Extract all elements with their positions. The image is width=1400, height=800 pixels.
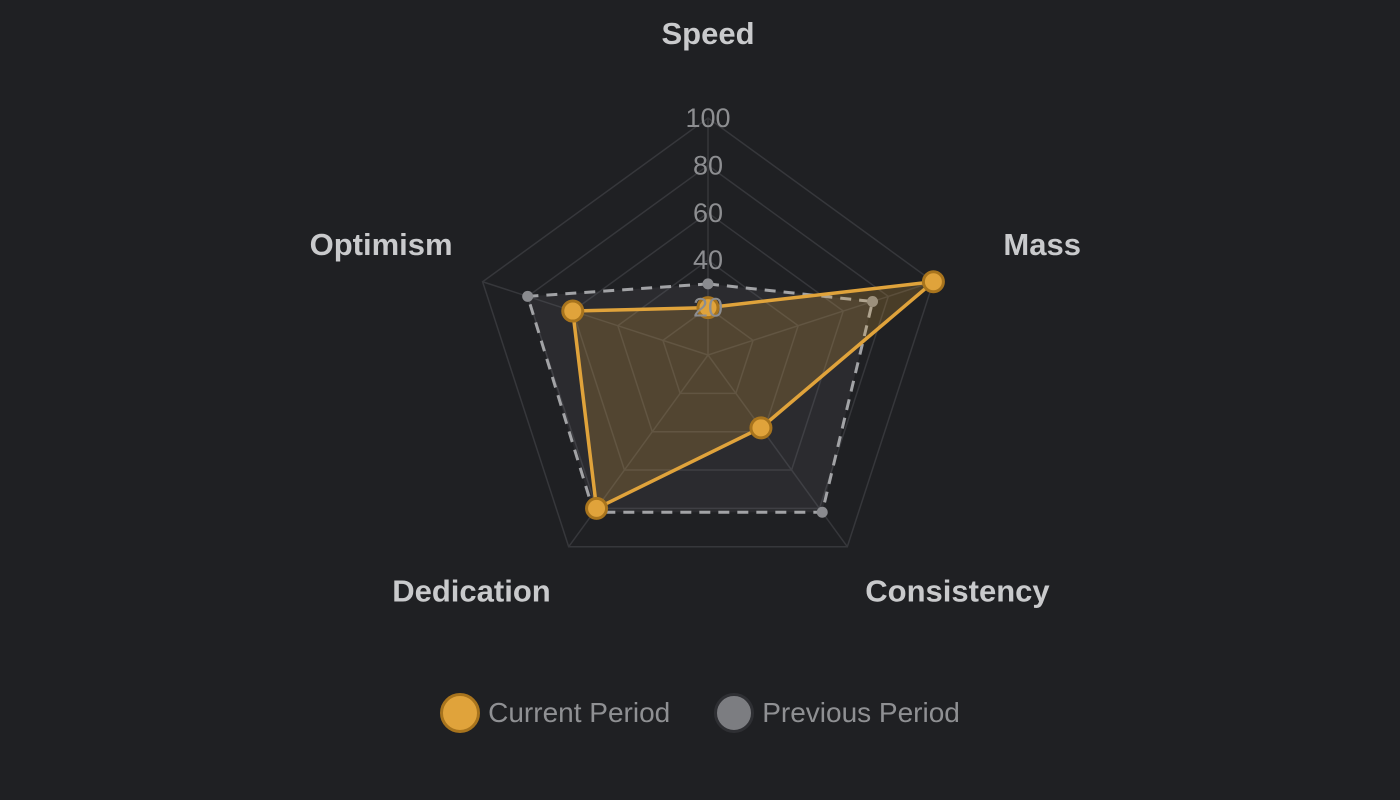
tick-label-40: 40 bbox=[693, 245, 723, 275]
current-point-dedication bbox=[585, 496, 609, 520]
grid-ring-20 bbox=[662, 306, 754, 395]
current-point-optimism bbox=[561, 299, 585, 323]
legend-item-current-period[interactable]: Current Period bbox=[440, 693, 670, 733]
previous-point-consistency bbox=[816, 506, 828, 518]
grid-spoke-optimism bbox=[482, 281, 709, 356]
legend-swatch-current-icon bbox=[440, 693, 481, 733]
previous-point-mass bbox=[867, 296, 879, 308]
grid-ring-80 bbox=[526, 164, 890, 510]
series-current-period bbox=[561, 270, 945, 520]
axis-label-optimism: Optimism bbox=[310, 227, 453, 262]
grid-ring-100 bbox=[481, 117, 935, 548]
tick-label-60: 60 bbox=[693, 198, 723, 228]
axis-label-dedication: Dedication bbox=[392, 574, 550, 609]
series-previous-period bbox=[522, 278, 879, 518]
previous-point-optimism bbox=[522, 290, 534, 302]
tick-label-20: 20 bbox=[693, 293, 723, 323]
grid-spoke-mass bbox=[707, 281, 934, 356]
legend-label-current-period: Current Period bbox=[488, 697, 671, 728]
legend-swatch-previous-icon bbox=[714, 693, 755, 733]
axis-label-consistency: Consistency bbox=[865, 574, 1050, 609]
current-point-speed bbox=[696, 296, 720, 320]
radial-tick-labels: 20 40 60 80 100 bbox=[685, 103, 730, 323]
tick-label-80: 80 bbox=[693, 150, 723, 180]
current-point-consistency bbox=[749, 416, 773, 440]
current-period-area bbox=[571, 280, 936, 511]
previous-point-speed bbox=[702, 278, 714, 290]
grid-ring-40 bbox=[616, 259, 800, 433]
axis-label-speed: Speed bbox=[661, 16, 754, 51]
legend-item-previous-period[interactable]: Previous Period bbox=[714, 693, 960, 733]
tick-label-100: 100 bbox=[685, 103, 730, 133]
legend-label-previous-period: Previous Period bbox=[762, 697, 960, 728]
previous-period-area bbox=[525, 282, 875, 514]
legend: Current Period Previous Period bbox=[0, 688, 1400, 738]
current-point-mass bbox=[921, 270, 945, 294]
axis-labels: Speed Mass Consistency Dedication Optimism bbox=[310, 16, 1081, 609]
axis-label-mass: Mass bbox=[1003, 227, 1081, 262]
